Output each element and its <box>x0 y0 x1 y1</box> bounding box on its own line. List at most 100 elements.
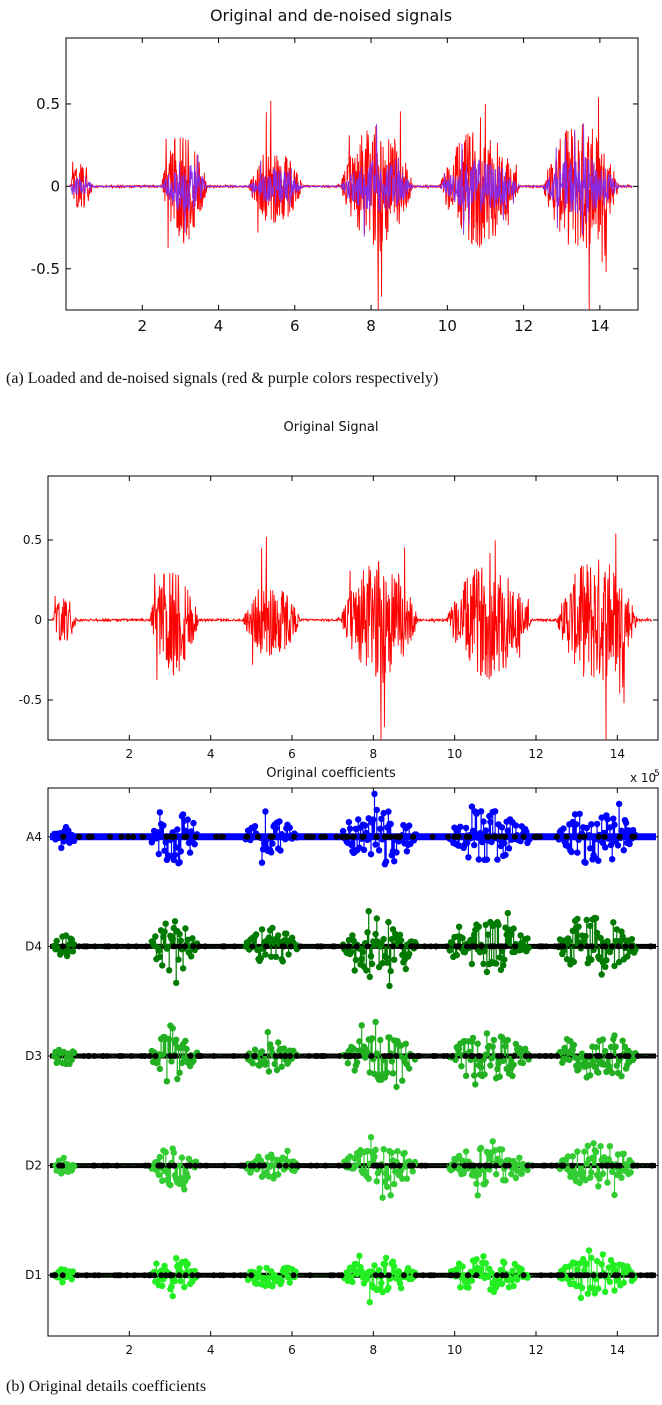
coeff-zero-point <box>410 833 417 840</box>
coeff-zero-point <box>167 1053 174 1059</box>
coeff-zero-point <box>308 833 314 840</box>
coeff-zero-point <box>189 1272 196 1279</box>
coeff-point <box>391 956 398 963</box>
coeff-zero-point <box>543 943 550 950</box>
coeff-point <box>393 849 400 856</box>
coeff-point <box>372 1018 379 1026</box>
coeff-point <box>611 1032 618 1039</box>
coeff-zero-point <box>627 1272 634 1279</box>
chart-b-ytick-label: -0.5 <box>19 693 42 707</box>
coeff-zero-point <box>219 943 226 950</box>
coeff-zero-point <box>412 1272 419 1279</box>
coeff-point <box>169 1025 176 1032</box>
chart-a-xtick-label: 6 <box>290 317 300 335</box>
coeff-zero-point <box>76 833 83 840</box>
coeff-zero-point <box>203 1162 210 1169</box>
coeff-zero-point <box>400 1272 407 1279</box>
coeff-point <box>375 1267 383 1274</box>
coeff-zero-point <box>289 1162 296 1169</box>
chart-a-ytick-label: 0.5 <box>36 95 60 113</box>
coeff-point <box>574 849 581 856</box>
coeff-point <box>469 1034 477 1042</box>
coeff-zero-point <box>221 1162 228 1169</box>
coeff-zero-point <box>495 1053 502 1059</box>
coeff-zero-point <box>114 1162 120 1169</box>
coeff-point <box>173 1255 180 1262</box>
chart-c-title: Original coefficients <box>266 766 396 781</box>
chart-b-xtick-label: 8 <box>370 747 378 761</box>
chart-c-xtick-label: 2 <box>126 1343 134 1357</box>
coeff-zero-point <box>91 1272 98 1279</box>
coeff-zero-point <box>267 833 274 840</box>
coeff-zero-point <box>492 833 499 840</box>
chart-a-xtick-label: 10 <box>438 317 457 335</box>
coeff-zero-point <box>445 833 452 840</box>
coeff-point <box>60 1154 67 1162</box>
coeff-zero-point <box>290 1272 297 1279</box>
coeff-zero-point <box>387 1053 394 1059</box>
coeff-zero-point <box>368 1053 375 1059</box>
coeff-zero-point <box>230 1272 237 1279</box>
coeff-zero-point <box>345 943 352 950</box>
coeff-point <box>609 856 616 863</box>
coeff-zero-point <box>622 943 629 950</box>
coeff-zero-point <box>422 1162 429 1169</box>
coeff-point <box>371 1262 378 1269</box>
coeff-point <box>457 823 464 830</box>
coeff-zero-point <box>549 1162 556 1169</box>
coeff-zero-point <box>297 943 304 950</box>
coeff-zero-point <box>335 1272 342 1279</box>
chart-b-xtick-label: 10 <box>447 747 462 761</box>
coeff-point <box>597 1143 604 1150</box>
coeff-point <box>595 857 602 864</box>
coeff-zero-point <box>604 1162 611 1169</box>
coeff-zero-point <box>333 833 340 840</box>
coeff-zero-point <box>432 1053 439 1059</box>
coeff-zero-point <box>616 833 623 840</box>
coeff-point <box>366 973 373 981</box>
coeff-point <box>380 935 387 943</box>
coeff-zero-point <box>282 1053 289 1059</box>
chart-b-plot: 2 4 6 8 10 12 14 -0.5 0 0.5 <box>19 475 659 761</box>
coeff-zero-point <box>455 943 462 950</box>
coeff-zero-point <box>576 1272 583 1279</box>
coeff-zero-point <box>617 1053 624 1059</box>
coeff-point <box>184 816 191 823</box>
coeff-zero-point <box>163 833 170 840</box>
coeff-zero-point <box>555 943 562 950</box>
coeff-point <box>593 820 601 828</box>
coeff-point <box>372 841 379 848</box>
coeff-zero-point <box>220 1272 227 1279</box>
coeff-zero-point <box>581 833 588 840</box>
coeff-point <box>483 856 491 863</box>
coeff-zero-point <box>141 1272 148 1279</box>
coeff-zero-point <box>615 943 622 950</box>
chart-b-title: Original Signal <box>283 420 379 435</box>
coeff-zero-point <box>131 1272 138 1279</box>
coeff-zero-point <box>257 1162 264 1169</box>
coeff-zero-point <box>548 1272 554 1279</box>
coeff-zero-point <box>554 1053 560 1059</box>
coeff-zero-point <box>317 943 324 950</box>
chart-b-xtick-label: 4 <box>207 747 215 761</box>
coeff-point <box>391 858 398 865</box>
coeff-point <box>258 859 266 866</box>
coeff-point <box>453 828 460 835</box>
chart-a-xtick-label: 8 <box>366 317 376 335</box>
coeff-zero-point <box>176 1272 183 1279</box>
coeff-zero-point <box>305 1053 312 1059</box>
coeff-point <box>159 1177 166 1184</box>
coeff-zero-point <box>195 1272 202 1279</box>
coeff-zero-point <box>355 1053 362 1059</box>
coeff-zero-point <box>601 833 608 840</box>
coeff-zero-point <box>511 1053 518 1059</box>
coeff-zero-point <box>195 1053 202 1059</box>
coeff-zero-point <box>464 943 470 950</box>
coeff-zero-point <box>499 943 506 950</box>
coeff-point <box>471 841 478 849</box>
coeff-point <box>587 1072 594 1079</box>
coeff-zero-point <box>511 833 518 840</box>
coeff-zero-point <box>116 1053 123 1059</box>
coeff-zero-point <box>485 833 492 840</box>
coeff-point <box>156 953 164 961</box>
